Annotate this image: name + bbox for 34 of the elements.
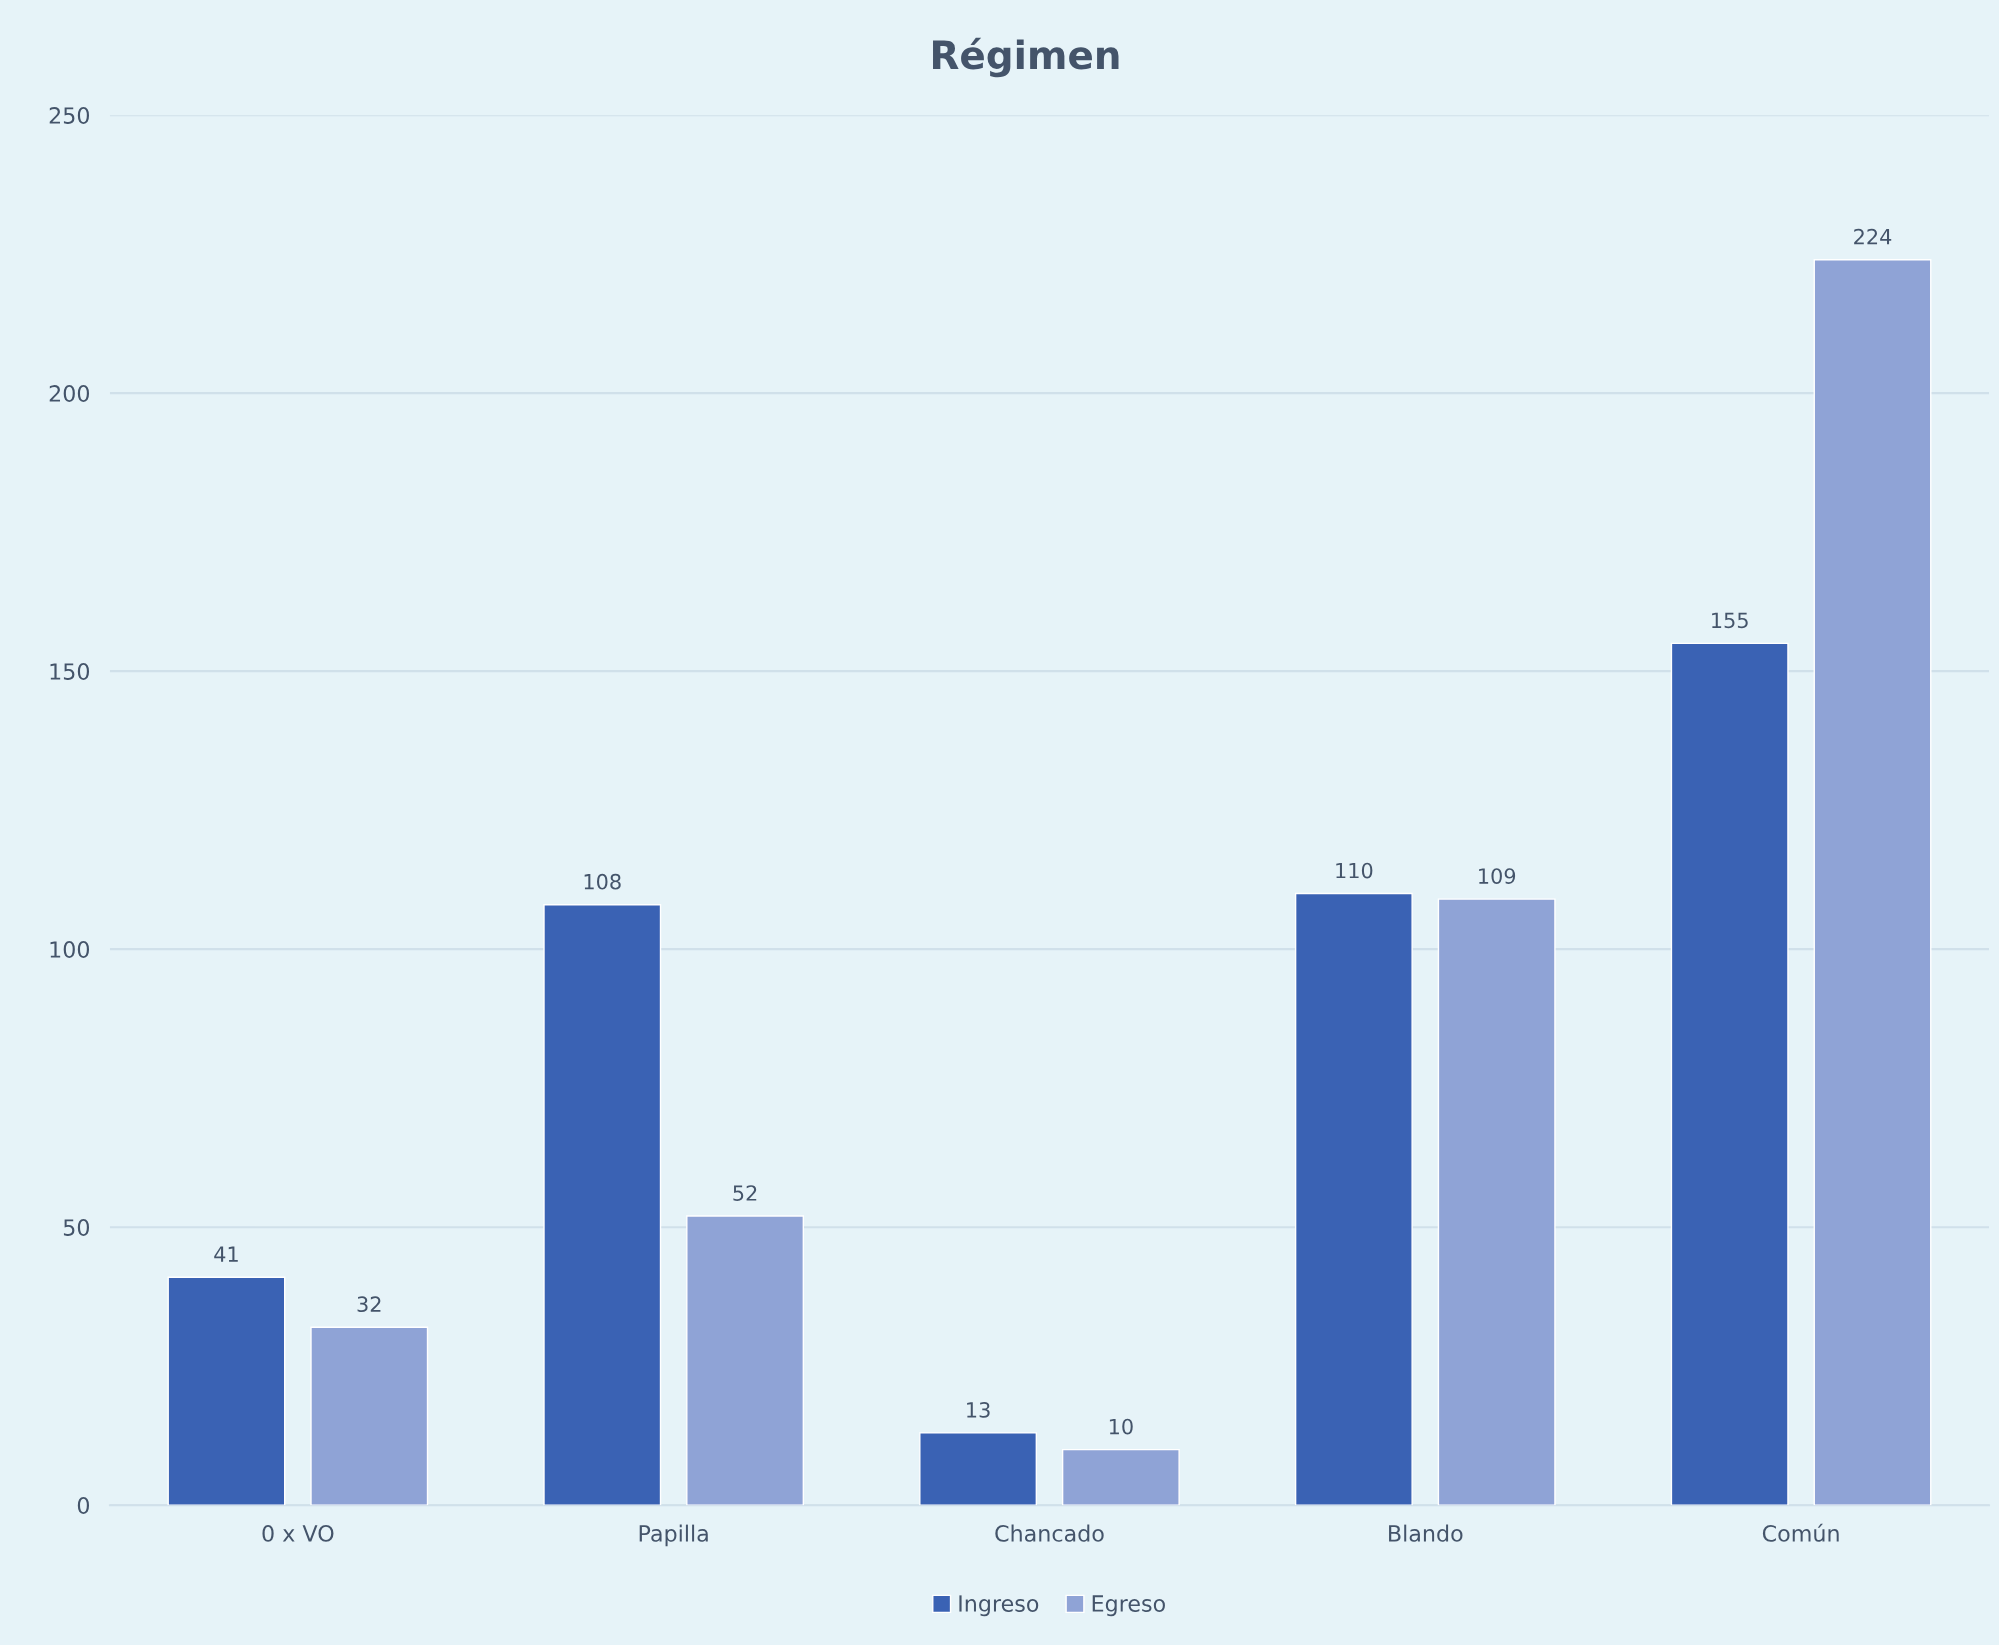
legend-label: Ingreso [959,1595,1039,1617]
data-label: 10 [1109,1418,1133,1435]
data-label: 224 [1854,228,1892,245]
data-label: 110 [1336,862,1373,879]
bar [310,1326,429,1506]
x-tick-label: Blando [1389,1524,1463,1542]
bar [919,1432,1038,1506]
bar [1813,259,1932,1506]
data-label: 155 [1712,612,1748,629]
bar [1437,898,1556,1506]
y-tick-label: 250 [49,107,90,124]
x-tick-label: Chancado [995,1524,1104,1542]
data-label: 109 [1479,868,1516,884]
y-tick-label: 0 [77,1497,90,1514]
bar [543,903,662,1506]
x-tick-label: Común [1762,1523,1839,1542]
bar [167,1276,286,1506]
bar [686,1215,805,1506]
x-tick-label: 0 x VO [262,1525,334,1542]
bar [1061,1448,1180,1506]
data-label: 32 [357,1296,381,1313]
chart-title: Régimen [933,37,1119,78]
data-label: 41 [214,1246,238,1262]
legend-label: Egreso [1092,1595,1165,1617]
x-tick-label: Papilla [639,1524,708,1547]
y-tick-label: 50 [63,1219,90,1236]
y-tick-label: 150 [50,663,90,680]
data-label: 52 [733,1185,757,1201]
y-tick-label: 100 [50,941,90,958]
data-label: 108 [584,873,621,890]
bar [1294,892,1413,1506]
bar [1670,642,1789,1506]
data-label: 13 [967,1401,990,1418]
y-tick-label: 200 [49,385,90,402]
